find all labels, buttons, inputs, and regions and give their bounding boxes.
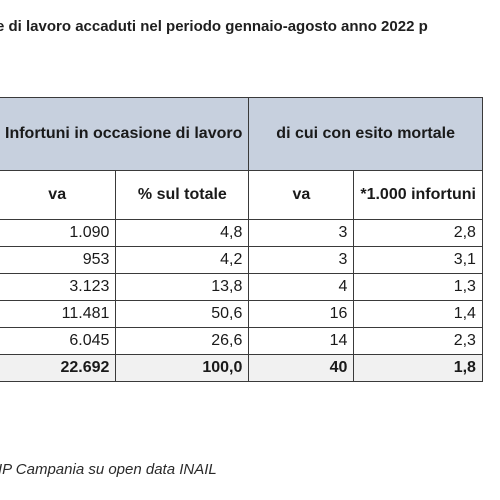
cell-percent: 26,6 bbox=[115, 327, 250, 355]
injury-data-table: Infortuni in occasione di lavoro di cui … bbox=[0, 97, 483, 382]
table-row: 6.045 26,6 14 2,3 bbox=[0, 327, 483, 355]
table-row: 953 4,2 3 3,1 bbox=[0, 246, 483, 274]
sub-header-rate: *1.000 infortuni bbox=[353, 170, 483, 220]
table-row: 3.123 13,8 4 1,3 bbox=[0, 273, 483, 301]
cell-va: 1.090 bbox=[0, 219, 117, 247]
sub-header-va-mortali: va bbox=[248, 170, 355, 220]
cell-va: 6.045 bbox=[0, 327, 117, 355]
cell-percent: 13,8 bbox=[115, 273, 250, 301]
table-row: 1.090 4,8 3 2,8 bbox=[0, 219, 483, 247]
sub-header-va: va bbox=[0, 170, 117, 220]
cell-va: 953 bbox=[0, 246, 117, 274]
cell-percent: 4,2 bbox=[115, 246, 250, 274]
cell-percent: 50,6 bbox=[115, 300, 250, 328]
cell-va-mortali: 4 bbox=[248, 273, 355, 301]
total-rate: 1,8 bbox=[353, 354, 483, 382]
total-va: 22.692 bbox=[0, 354, 117, 382]
cell-rate: 1,3 bbox=[353, 273, 483, 301]
cell-va: 3.123 bbox=[0, 273, 117, 301]
total-row: 22.692 100,0 40 1,8 bbox=[0, 354, 483, 382]
cell-rate: 1,4 bbox=[353, 300, 483, 328]
sub-header-percent: % sul totale bbox=[115, 170, 250, 220]
cell-rate: 2,8 bbox=[353, 219, 483, 247]
cell-va-mortali: 14 bbox=[248, 327, 355, 355]
cell-percent: 4,8 bbox=[115, 219, 250, 247]
cell-va: 11.481 bbox=[0, 300, 117, 328]
total-percent: 100,0 bbox=[115, 354, 250, 382]
total-va-mortali: 40 bbox=[248, 354, 355, 382]
sub-header-row: va % sul totale va *1.000 infortuni bbox=[0, 170, 483, 220]
group-header-infortuni: Infortuni in occasione di lavoro bbox=[0, 97, 250, 171]
cell-va-mortali: 16 bbox=[248, 300, 355, 328]
cell-rate: 2,3 bbox=[353, 327, 483, 355]
source-note: IP Campania su open data INAIL bbox=[0, 461, 217, 478]
cell-va-mortali: 3 bbox=[248, 219, 355, 247]
table-row: 11.481 50,6 16 1,4 bbox=[0, 300, 483, 328]
cell-rate: 3,1 bbox=[353, 246, 483, 274]
table-title: e di lavoro accaduti nel periodo gennaio… bbox=[0, 18, 428, 35]
group-header-row: Infortuni in occasione di lavoro di cui … bbox=[0, 97, 483, 171]
cell-va-mortali: 3 bbox=[248, 246, 355, 274]
group-header-mortali: di cui con esito mortale bbox=[248, 97, 483, 171]
